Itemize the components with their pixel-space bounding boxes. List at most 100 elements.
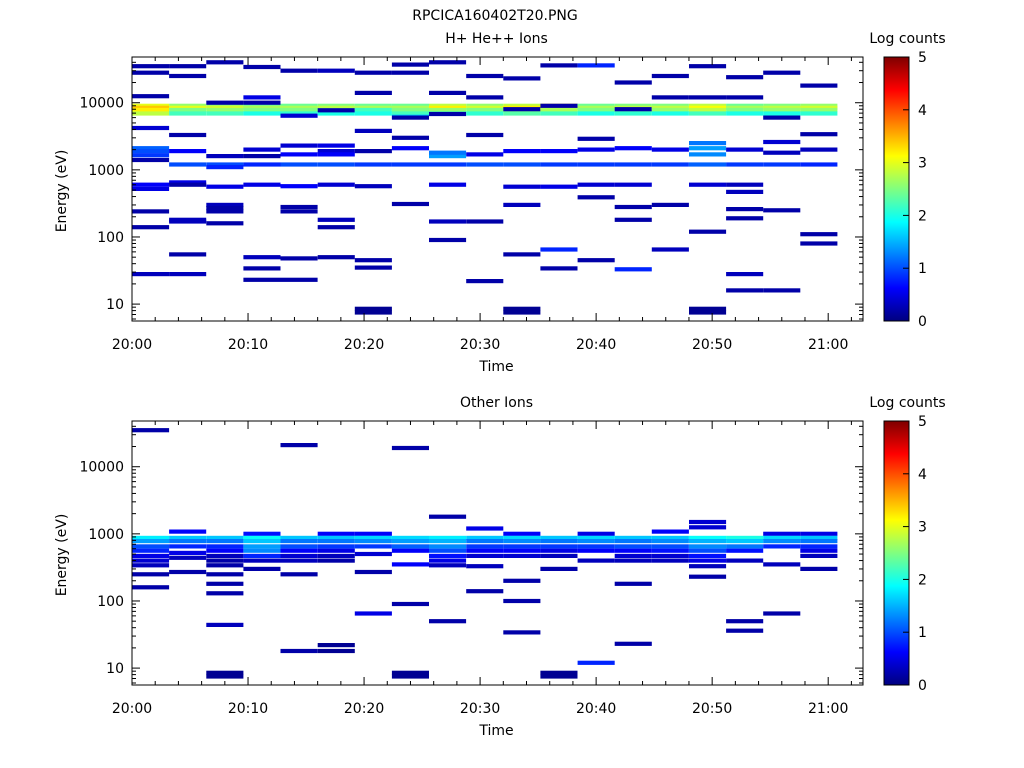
heatmap-cell <box>577 258 615 263</box>
heatmap-cell <box>132 153 170 158</box>
heatmap-cell <box>726 182 764 187</box>
heatmap-cell <box>577 531 615 536</box>
heatmap-cell <box>169 535 207 540</box>
heatmap-cell <box>466 526 504 531</box>
heatmap-cell <box>689 306 727 311</box>
panel-title: Other Ions <box>460 395 533 411</box>
heatmap-cell <box>466 539 504 544</box>
heatmap-cell <box>540 162 578 167</box>
heatmap-cell <box>651 105 689 110</box>
y-tick-label: 1000 <box>88 163 124 179</box>
y-tick-label: 10 <box>106 297 124 313</box>
heatmap-cell <box>280 544 318 549</box>
heatmap-cell <box>354 128 392 133</box>
heatmap-cell <box>206 535 244 540</box>
heatmap-cell <box>317 539 355 544</box>
heatmap-cell <box>243 182 281 187</box>
heatmap-cell <box>354 569 392 575</box>
colorbar-tick-label: 5 <box>918 414 927 430</box>
heatmap-cell <box>206 539 244 544</box>
heatmap-cell <box>466 73 504 79</box>
heatmap-cell <box>651 535 689 540</box>
heatmap-cell <box>540 544 578 549</box>
heatmap-cell <box>169 539 207 544</box>
heatmap-cell <box>763 111 801 116</box>
heatmap-cell <box>280 539 318 544</box>
heatmap-cell <box>503 306 541 311</box>
heatmap-cell <box>763 162 801 167</box>
heatmap-cell <box>317 544 355 549</box>
panel-title: H+ He++ Ions <box>445 31 548 47</box>
heatmap-cell <box>689 95 727 100</box>
heatmap-cell <box>317 162 355 167</box>
heatmap-cell <box>206 209 244 214</box>
heatmap-cell <box>800 544 838 549</box>
heatmap-cell <box>466 553 504 558</box>
heatmap-cell <box>800 111 838 116</box>
colorbar-tick-label: 3 <box>918 156 927 172</box>
heatmap-cell <box>466 162 504 167</box>
heatmap-cell <box>317 225 355 230</box>
heatmap-cell <box>169 162 207 167</box>
heatmap-cell <box>391 162 429 167</box>
heatmap-cell <box>132 272 170 277</box>
heatmap-cell <box>280 443 318 448</box>
heatmap-cell <box>540 553 578 558</box>
heatmap-cell <box>503 598 541 604</box>
heatmap-cell <box>726 75 764 80</box>
heatmap-cell <box>429 619 467 624</box>
colorbar: Log counts 0 1 2 3 4 5 <box>869 31 945 330</box>
colorbar-tick-label: 3 <box>918 520 927 536</box>
heatmap-cell <box>651 95 689 100</box>
colorbar-tick-label: 4 <box>918 467 927 483</box>
heatmap-cell <box>354 310 392 315</box>
heatmap-cell <box>689 162 727 167</box>
heatmap-cell <box>132 107 170 113</box>
heatmap-cell <box>280 553 318 558</box>
heatmap-cell <box>132 182 170 187</box>
heatmap-cell <box>132 209 170 214</box>
heatmap-cell <box>800 548 838 553</box>
heatmap-cell <box>689 535 727 540</box>
heatmap-cell <box>317 143 355 148</box>
heatmap-cell <box>280 535 318 540</box>
heatmap-cell <box>614 111 652 116</box>
y-tick-label: 100 <box>97 594 124 610</box>
heatmap-cell <box>614 548 652 553</box>
heatmap-cell <box>429 553 467 558</box>
heatmap-cell <box>206 221 244 226</box>
heatmap-cell <box>132 539 170 544</box>
heatmap-cell <box>169 272 207 277</box>
heatmap-cell <box>206 107 244 113</box>
heatmap-cell <box>614 641 652 646</box>
heatmap-cell <box>429 111 467 117</box>
x-tick-label: 20:40 <box>576 701 616 717</box>
heatmap-cell <box>503 184 541 189</box>
colorbar-label: Log counts <box>869 31 945 47</box>
heatmap-cell <box>726 539 764 544</box>
heatmap-cell <box>317 149 355 154</box>
heatmap-cell <box>614 107 652 112</box>
heatmap-cell <box>800 539 838 544</box>
x-tick-label: 20:50 <box>692 337 732 353</box>
heatmap-cell <box>169 107 207 113</box>
heatmap-cell <box>503 548 541 553</box>
heatmap-cell <box>689 310 727 315</box>
heatmap-cell <box>391 544 429 549</box>
heatmap-cell <box>503 310 541 315</box>
heatmap-cell <box>429 162 467 167</box>
heatmap-cell <box>429 107 467 113</box>
heatmap-cell <box>503 630 541 635</box>
heatmap-cell <box>206 100 244 105</box>
heatmap-cell <box>540 149 578 154</box>
heatmap-cell <box>651 147 689 152</box>
heatmap-cell <box>466 279 504 284</box>
heatmap-cell <box>206 205 244 211</box>
heatmap-cell <box>466 589 504 594</box>
heatmap-cell <box>429 548 467 553</box>
heatmap-cell <box>243 548 281 553</box>
heatmap-cell <box>651 558 689 563</box>
heatmap-cell <box>466 564 504 569</box>
heatmap-cell <box>169 182 207 187</box>
heatmap-cell <box>614 535 652 540</box>
